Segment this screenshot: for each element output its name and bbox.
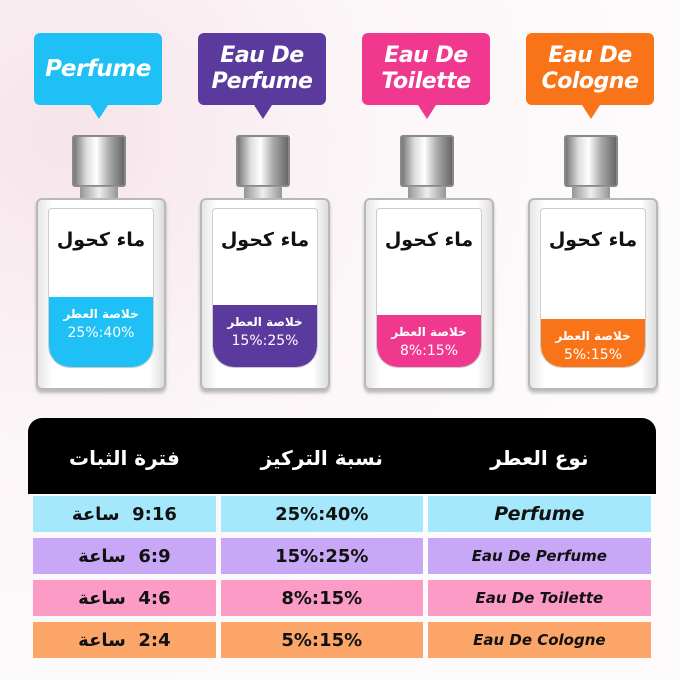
header-type: نوع العطر xyxy=(427,426,651,490)
water-alcohol-text: ماء كحول xyxy=(56,229,146,251)
table-row: ساعة 6:9 15%:25% Eau De Perfume xyxy=(33,538,651,574)
table-row: ساعة 2:4 5%:15% Eau De Cologne xyxy=(33,622,651,658)
bottle-cap xyxy=(400,135,454,187)
duration-value: 6:9 xyxy=(138,545,171,567)
concentration-cell: 25%:40% xyxy=(220,496,423,532)
essence-text: خلاصة العطر xyxy=(63,307,139,321)
type-cell: Eau De Perfume xyxy=(427,538,651,574)
essence-text: خلاصة العطر xyxy=(227,315,303,329)
header-concentration: نسبة التركيز xyxy=(220,426,423,490)
essence-liquid: خلاصة العطر 15%:25% xyxy=(213,305,317,367)
duration-cell: ساعة 2:4 xyxy=(33,622,216,658)
essence-range: 25%:40% xyxy=(67,325,135,341)
bottle-cap xyxy=(236,135,290,187)
table-row: ساعة 4:6 8%:15% Eau De Toilette xyxy=(33,580,651,616)
concentration-cell: 8%:15% xyxy=(220,580,423,616)
type-label: Perfume xyxy=(34,33,162,119)
duration-value: 2:4 xyxy=(138,629,171,651)
hour-unit: ساعة xyxy=(78,587,126,609)
bottle-body: ماء كحول خلاصة العطر 25%:40% xyxy=(36,198,166,390)
essence-liquid: خلاصة العطر 8%:15% xyxy=(377,315,481,367)
type-cell: Perfume xyxy=(427,496,651,532)
type-label: Eau De Perfume xyxy=(198,33,326,119)
essence-range: 8%:15% xyxy=(399,343,459,359)
type-cell: Eau De Cologne xyxy=(427,622,651,658)
perfume-comparison-table: فترة الثبات نسبة التركيز نوع العطر ساعة … xyxy=(28,420,656,664)
bottle-cap xyxy=(72,135,126,187)
water-alcohol-text: ماء كحول xyxy=(384,229,474,251)
bottle-body: ماء كحول خلاصة العطر 8%:15% xyxy=(364,198,494,390)
hour-unit: ساعة xyxy=(78,629,126,651)
concentration-cell: 5%:15% xyxy=(220,622,423,658)
water-alcohol-text: ماء كحول xyxy=(220,229,310,251)
concentration-cell: 15%:25% xyxy=(220,538,423,574)
duration-cell: ساعة 6:9 xyxy=(33,538,216,574)
essence-range: 15%:25% xyxy=(231,333,299,349)
essence-text: خلاصة العطر xyxy=(391,325,467,339)
duration-cell: ساعة 9:16 xyxy=(33,496,216,532)
hour-unit: ساعة xyxy=(71,503,120,525)
table-row: ساعة 9:16 25%:40% Perfume xyxy=(33,496,651,532)
type-cell: Eau De Toilette xyxy=(427,580,651,616)
duration-value: 4:6 xyxy=(138,587,171,609)
essence-liquid: خلاصة العطر 5%:15% xyxy=(541,319,645,367)
water-alcohol-text: ماء كحول xyxy=(548,229,638,251)
essence-liquid: خلاصة العطر 25%:40% xyxy=(49,297,153,367)
bottle-body: ماء كحول خلاصة العطر 15%:25% xyxy=(200,198,330,390)
hour-unit: ساعة xyxy=(78,545,126,567)
bottle-cap xyxy=(564,135,618,187)
table-header-row: فترة الثبات نسبة التركيز نوع العطر xyxy=(33,426,651,490)
duration-cell: ساعة 4:6 xyxy=(33,580,216,616)
essence-text: خلاصة العطر xyxy=(555,329,631,343)
header-duration: فترة الثبات xyxy=(33,426,216,490)
duration-value: 9:16 xyxy=(132,503,177,525)
essence-range: 5%:15% xyxy=(563,347,623,363)
type-label: Eau De Cologne xyxy=(526,33,654,119)
type-label: Eau De Toilette xyxy=(362,33,490,119)
bottle-body: ماء كحول خلاصة العطر 5%:15% xyxy=(528,198,658,390)
